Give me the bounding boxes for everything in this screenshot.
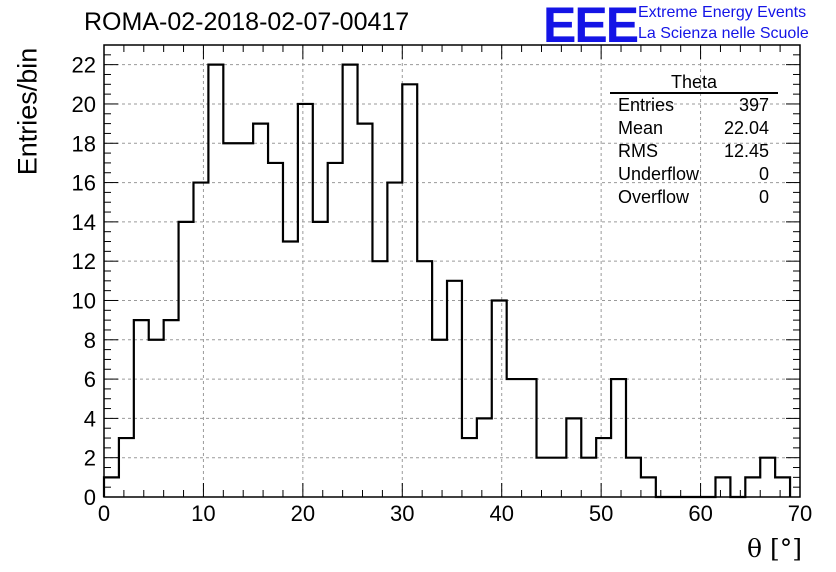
- y-tick-label: 14: [72, 210, 96, 235]
- histogram-bin: [402, 84, 417, 497]
- y-tick-label: 0: [84, 485, 96, 510]
- stats-value: 22.04: [723, 118, 769, 138]
- stats-row: RMS 12.45: [610, 140, 778, 163]
- histogram-bin: [208, 65, 223, 497]
- histogram-bin: [313, 222, 328, 497]
- y-tick-label: 4: [84, 406, 96, 431]
- y-tick-label: 12: [72, 249, 96, 274]
- histogram-bin: [581, 458, 596, 497]
- x-tick-label: 70: [788, 501, 812, 526]
- histogram-bin: [134, 320, 149, 497]
- histogram-bin: [522, 379, 537, 497]
- histogram-bin: [119, 438, 134, 497]
- y-tick-label: 22: [72, 53, 96, 78]
- x-tick-label: 0: [98, 501, 110, 526]
- y-tick-label: 2: [84, 446, 96, 471]
- histogram-bin: [268, 163, 283, 497]
- y-tick-label: 10: [72, 288, 96, 313]
- stats-row: Mean 22.04: [610, 117, 778, 140]
- stats-value: 12.45: [723, 141, 769, 161]
- histogram-bin: [626, 458, 641, 497]
- histogram-bin: [760, 458, 775, 497]
- logo-tagline-2: La Scienza nelle Scuole: [638, 25, 809, 42]
- x-tick-label: 50: [589, 501, 613, 526]
- histogram-bin: [164, 320, 179, 497]
- histogram-bin: [358, 124, 373, 497]
- stats-label: Mean: [618, 118, 664, 138]
- histogram-bin: [283, 242, 298, 497]
- histogram-bin: [775, 477, 790, 497]
- histogram-bin: [611, 379, 626, 497]
- x-tick-label: 20: [291, 501, 315, 526]
- stats-value: 397: [738, 95, 769, 115]
- stats-label: Underflow: [618, 164, 700, 184]
- histogram-bin: [492, 300, 507, 497]
- histogram-bin: [715, 477, 730, 497]
- histogram-bin: [343, 65, 358, 497]
- eee-logo: EEE: [543, 0, 639, 53]
- histogram-bin: [745, 477, 760, 497]
- histogram-bin: [328, 163, 343, 497]
- stats-title: Theta: [610, 72, 778, 94]
- stats-row: Underflow 0: [610, 163, 778, 186]
- y-tick-label: 6: [84, 367, 96, 392]
- y-tick-label: 8: [84, 328, 96, 353]
- x-axis-label: θ [°]: [746, 534, 802, 563]
- histogram-bin: [537, 458, 552, 497]
- stats-label: Overflow: [618, 187, 690, 207]
- histogram-bin: [149, 340, 164, 497]
- x-tick-label: 60: [688, 501, 712, 526]
- histogram-bin: [507, 379, 522, 497]
- stats-row: Entries 397: [610, 94, 778, 117]
- stats-box: Theta Entries 397 Mean 22.04 RMS 12.45 U…: [610, 72, 778, 209]
- histogram-bin: [462, 438, 477, 497]
- logo-tagline-1: Extreme Energy Events: [638, 4, 807, 21]
- stats-value: 0: [758, 187, 769, 207]
- histogram-bin: [223, 143, 238, 497]
- histogram-bin: [447, 281, 462, 497]
- y-tick-label: 16: [72, 171, 96, 196]
- y-tick-label: 20: [72, 92, 96, 117]
- histogram-bin: [641, 477, 656, 497]
- histogram-bin: [596, 438, 611, 497]
- histogram-bin: [551, 458, 566, 497]
- histogram-bin: [179, 222, 194, 497]
- x-tick-label: 30: [390, 501, 414, 526]
- histogram-bin: [238, 143, 253, 497]
- stats-row: Overflow 0: [610, 186, 778, 209]
- y-tick-label: 18: [72, 131, 96, 156]
- x-tick-label: 10: [191, 501, 215, 526]
- page-title: ROMA-02-2018-02-07-00417: [84, 8, 410, 36]
- stats-label: RMS: [618, 141, 658, 161]
- x-tick-label: 40: [489, 501, 513, 526]
- histogram-bin: [253, 124, 268, 497]
- stats-value: 0: [758, 164, 769, 184]
- y-axis-label: Entries/bin: [12, 47, 43, 176]
- stats-label: Entries: [618, 95, 675, 115]
